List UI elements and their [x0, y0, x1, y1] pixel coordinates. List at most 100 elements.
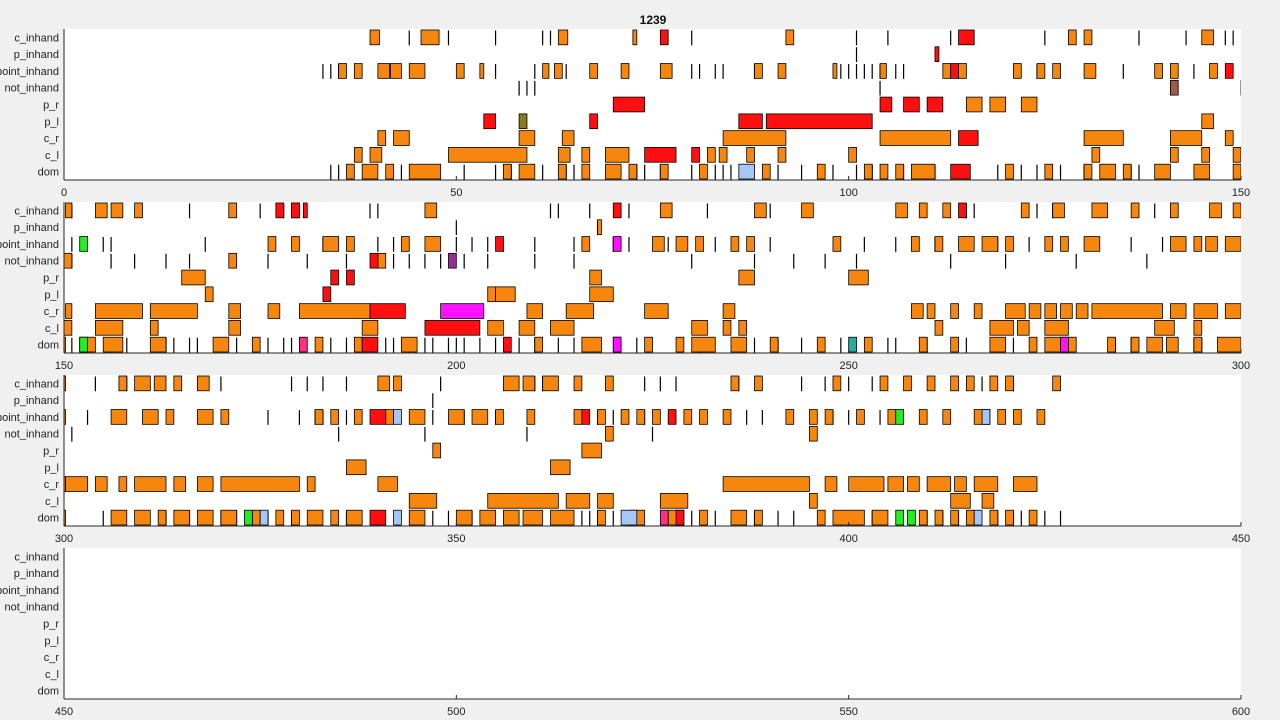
segment-dom: [1083, 163, 1093, 180]
segment-p_r: [903, 96, 920, 113]
segment-p_l: [495, 286, 516, 303]
segment-dom: [1217, 336, 1241, 353]
segment-c_r: [1193, 303, 1218, 319]
segment-not_inhand: [228, 252, 238, 269]
segment-p_l: [346, 459, 367, 476]
segment-point_inhand: [196, 409, 214, 425]
segment-c_l: [605, 147, 630, 163]
x-tick-label: 300: [55, 533, 73, 545]
segment-point_inhand: [659, 63, 673, 79]
segment-point_inhand: [675, 236, 689, 252]
y-tick-label: point_inhand: [0, 239, 59, 251]
segment-c_l: [597, 493, 614, 509]
segment-p_l: [483, 113, 496, 130]
segment-c_inhand: [1209, 202, 1222, 219]
segment-point_inhand: [554, 63, 563, 79]
y-tick-label: p_r: [43, 446, 59, 458]
segment-c_r: [1005, 303, 1026, 319]
segment-c_r: [377, 476, 398, 492]
segment-c_l: [691, 320, 708, 336]
segment-dom: [659, 163, 669, 180]
segment-dom: [110, 509, 128, 526]
segment-dom: [1146, 336, 1163, 353]
y-tick-label: c_inhand: [14, 551, 59, 563]
y-tick-label: p_l: [44, 116, 59, 128]
segment-c_inhand: [903, 375, 912, 392]
segment-dom: [134, 509, 151, 526]
segment-c_inhand: [632, 29, 638, 46]
segment-p_inhand: [597, 219, 602, 235]
segment-c_inhand: [1091, 202, 1109, 219]
y-tick-label: c_inhand: [14, 378, 59, 390]
segment-point_inhand: [597, 409, 606, 425]
segment-p_r: [346, 269, 355, 286]
segment-dom: [1060, 336, 1069, 353]
segment-c_inhand: [173, 375, 183, 392]
segment-point_inhand: [832, 236, 842, 252]
segment-p_l: [550, 459, 571, 476]
segment-c_r: [393, 130, 410, 146]
segment-point_inhand: [667, 409, 677, 425]
segment-c_inhand: [228, 202, 238, 219]
segment-dom: [730, 336, 748, 353]
y-tick-label: dom: [38, 340, 59, 352]
segment-c_inhand: [522, 375, 536, 392]
y-tick-label: c_r: [44, 479, 60, 491]
segment-point_inhand: [1169, 63, 1179, 79]
segment-point_inhand: [1205, 236, 1218, 252]
segment-point_inhand: [408, 409, 426, 425]
segment-c_l: [565, 493, 591, 509]
segment-c_l: [149, 320, 159, 336]
segment-point_inhand: [401, 236, 410, 252]
segment-c_r: [65, 476, 88, 492]
segment-point_inhand: [424, 236, 442, 252]
segment-point_inhand: [981, 409, 991, 425]
segment-point_inhand: [390, 63, 402, 79]
segment-c_inhand: [605, 375, 614, 392]
segment-point_inhand: [79, 236, 88, 252]
segment-point_inhand: [1224, 236, 1241, 252]
segment-dom: [581, 163, 591, 180]
segment-c_r: [722, 130, 787, 146]
segment-point_inhand: [589, 63, 598, 79]
segment-dom: [298, 336, 308, 353]
segment-point_inhand: [346, 236, 355, 252]
segment-c_inhand: [1052, 375, 1061, 392]
y-tick-label: c_l: [45, 669, 59, 681]
segment-dom: [534, 336, 544, 353]
segment-dom: [699, 509, 708, 526]
segment-c_r: [907, 476, 920, 492]
segment-not_inhand: [369, 252, 379, 269]
segment-point_inhand: [573, 409, 583, 425]
segment-c_inhand: [134, 202, 143, 219]
segment-dom: [973, 509, 983, 526]
segment-point_inhand: [683, 409, 693, 425]
segment-dom: [1166, 336, 1179, 353]
panel-2: c_inhand p_inhand point_inhand not_inhand p_…: [0, 202, 1250, 372]
segment-c_l: [64, 320, 73, 336]
segment-point_inhand: [353, 63, 363, 79]
segment-c_l: [487, 320, 504, 336]
segment-c_l: [1016, 320, 1030, 336]
segment-c_l: [1193, 320, 1203, 336]
y-tick-label: p_r: [43, 619, 59, 631]
segment-c_r: [1169, 303, 1187, 319]
segment-c_r: [950, 303, 959, 319]
segment-c_r: [267, 303, 281, 319]
segment-c_l: [738, 320, 748, 336]
segment-c_r: [228, 303, 241, 319]
segment-dom: [675, 509, 685, 526]
segment-point_inhand: [879, 63, 887, 79]
segment-c_r: [722, 303, 736, 319]
segment-dom: [816, 336, 826, 353]
segment-dom: [393, 509, 402, 526]
segment-c_r: [298, 303, 371, 319]
segment-p_r: [926, 96, 944, 113]
segment-c_inhand: [785, 29, 795, 46]
segment-c_inhand: [659, 202, 673, 219]
segment-c_l: [707, 147, 716, 163]
segment-p_r: [589, 269, 602, 286]
segment-point_inhand: [471, 409, 489, 425]
segment-dom: [965, 509, 975, 526]
segment-c_l: [1232, 147, 1241, 163]
